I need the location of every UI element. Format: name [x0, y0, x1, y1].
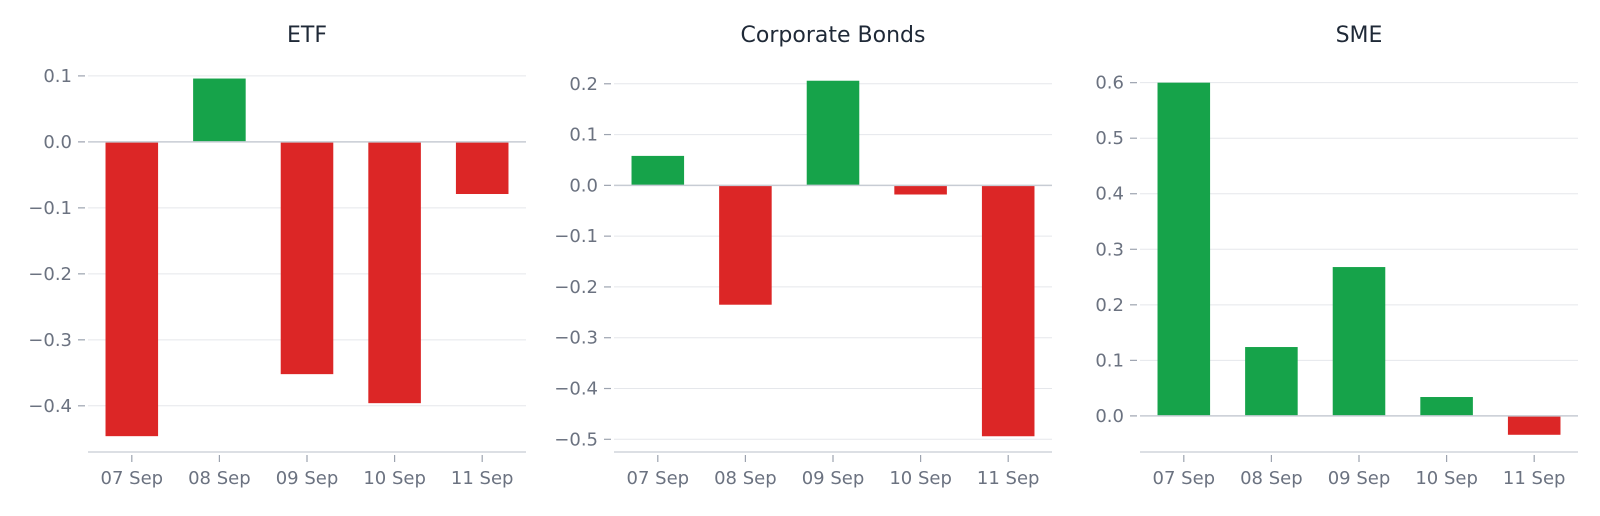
- etf-bar-1: [105, 141, 159, 437]
- etf-title: ETF: [287, 23, 327, 48]
- corporate-bonds-bar-5: [981, 185, 1035, 437]
- sme-x-tick-label: 09 Sep: [1328, 468, 1391, 489]
- etf-bar-4: [368, 141, 421, 404]
- etf-bar-5: [455, 141, 509, 195]
- sme-y-tick-label: 0.2: [1095, 295, 1124, 316]
- sme-y-tick-label: 0.4: [1095, 184, 1124, 205]
- etf-y-tick-label: −0.4: [28, 396, 72, 417]
- etf-bar-3: [280, 141, 334, 375]
- etf-y-tick-label: −0.1: [28, 198, 72, 219]
- sme-y-tick-label: 0.1: [1095, 350, 1124, 371]
- etf-bar-2: [193, 78, 246, 142]
- corporate-bonds-y-tick-label: 0.1: [569, 125, 598, 146]
- sme-bar-4: [1420, 397, 1473, 416]
- sme-y-tick-label: 0.5: [1095, 128, 1124, 149]
- corporate-bonds-x-tick-label: 09 Sep: [802, 468, 865, 489]
- corporate-bonds-y-tick-label: −0.5: [554, 429, 598, 450]
- sme-y-tick-label: 0.3: [1095, 239, 1124, 260]
- corporate-bonds-x-tick-label: 11 Sep: [977, 468, 1040, 489]
- corporate-bonds-y-tick-label: −0.2: [554, 277, 598, 298]
- sme-y-tick-label: 0.0: [1095, 406, 1124, 427]
- sme-y-tick-label: 0.6: [1095, 73, 1124, 94]
- corporate-bonds-y-tick-label: 0.0: [569, 175, 598, 196]
- corporate-bonds-y-tick-label: −0.3: [554, 328, 598, 349]
- sme-panel: SME 0.6 0.5 0.4 0.3 0.2 0.1 0.0 07 Sep 08 Sep 09 …: [1095, 23, 1578, 489]
- corporate-bonds-y-tick-label: 0.2: [569, 74, 598, 95]
- sme-x-tick-label: 07 Sep: [1153, 468, 1216, 489]
- corporate-bonds-bar-1: [631, 155, 685, 186]
- sme-x-tick-label: 11 Sep: [1503, 468, 1566, 489]
- etf-x-tick-label: 08 Sep: [188, 468, 251, 489]
- etf-x-tick-label: 10 Sep: [363, 468, 426, 489]
- corporate-bonds-bar-4: [894, 185, 947, 195]
- corporate-bonds-x-tick-label: 07 Sep: [627, 468, 690, 489]
- sme-title: SME: [1336, 23, 1383, 48]
- etf-y-tick-label: 0.0: [43, 132, 72, 153]
- corporate-bonds-bar-3: [806, 80, 860, 186]
- corporate-bonds-bar-2: [719, 185, 772, 305]
- corporate-bonds-y-tick-label: −0.4: [554, 379, 598, 400]
- sme-bar-2: [1245, 347, 1298, 416]
- corporate-bonds-x-tick-label: 10 Sep: [889, 468, 952, 489]
- etf-x-tick-label: 07 Sep: [101, 468, 164, 489]
- etf-x-tick-label: 11 Sep: [451, 468, 514, 489]
- etf-y-tick-label: −0.2: [28, 264, 72, 285]
- sme-x-tick-label: 08 Sep: [1240, 468, 1303, 489]
- etf-y-tick-label: 0.1: [43, 66, 72, 87]
- etf-x-tick-label: 09 Sep: [276, 468, 339, 489]
- corporate-bonds-y-tick-label: −0.1: [554, 226, 598, 247]
- sme-bar-1: [1157, 82, 1211, 416]
- corporate-bonds-x-tick-label: 08 Sep: [714, 468, 777, 489]
- sme-x-tick-label: 10 Sep: [1415, 468, 1478, 489]
- etf-y-tick-label: −0.3: [28, 330, 72, 351]
- sme-bar-3: [1332, 267, 1386, 416]
- sme-bar-5: [1507, 415, 1561, 435]
- etf-panel: ETF 0.1 0.0 −0.1 −0.2 −0.3 −0.4 07 Sep 08 Sep 09…: [28, 23, 526, 489]
- corporate-bonds-panel: Corporate Bonds 0.2 0.1 0.0 −0.1 −0.2 −0.3 −0.…: [554, 23, 1052, 489]
- corporate-bonds-title: Corporate Bonds: [741, 23, 926, 48]
